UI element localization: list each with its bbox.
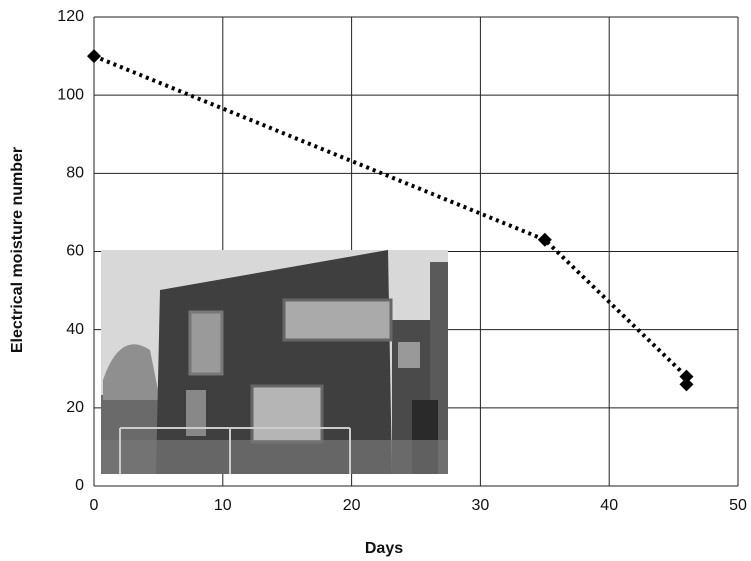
inset-photo [101, 250, 448, 474]
x-tick-label: 20 [343, 497, 361, 514]
x-tick-label: 10 [214, 497, 232, 514]
x-tick-label: 30 [472, 497, 490, 514]
data-point [679, 369, 694, 384]
marks: 0 20 40 60 80 100 120 0 10 20 30 40 50 [57, 8, 747, 514]
y-tick-label: 20 [66, 399, 84, 416]
y-tick-label: 120 [57, 8, 84, 25]
y-tick-label: 80 [66, 165, 84, 182]
y-axis-title: Electrical moisture number [9, 147, 26, 353]
data-point [537, 232, 552, 247]
data-point [87, 49, 101, 64]
x-tick-label: 40 [600, 497, 618, 514]
y-tick-label: 100 [57, 86, 84, 103]
x-axis-title: Days [365, 540, 403, 557]
y-tick-label: 0 [75, 477, 84, 494]
data-point [679, 377, 694, 392]
x-tick-label: 50 [729, 497, 747, 514]
y-tick-label: 40 [66, 321, 84, 338]
y-tick-label: 60 [66, 243, 84, 260]
x-tick-label: 0 [90, 497, 99, 514]
